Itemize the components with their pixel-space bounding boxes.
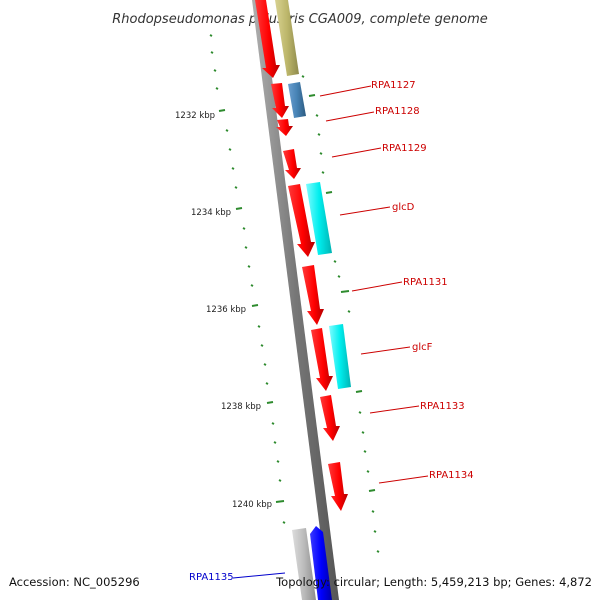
scale-tick-label: 1236 kbp [206, 305, 246, 315]
gene-labels: RPA1127 RPA1128 RPA1129 glcD RPA1131 glc… [189, 80, 474, 583]
scale-tick-label: 1238 kbp [221, 402, 261, 412]
other-genes [275, 0, 351, 600]
outer-dotted-track [301, 75, 380, 553]
gene-label-rpa1129: RPA1129 [382, 143, 427, 154]
gene-arrow-rpa1127 [271, 83, 289, 118]
gene-label-rpa1133: RPA1133 [420, 401, 465, 412]
scale-tick-label: 1240 kbp [232, 500, 272, 510]
gene-cyan-lower [329, 324, 351, 389]
scale-tick-label: 1232 kbp [175, 111, 215, 121]
gene-arrow-glcf [311, 328, 333, 391]
gene-blue-bottom [310, 526, 332, 600]
gene-label-glcd: glcD [392, 202, 415, 213]
gene-gray-bottom [292, 528, 316, 600]
map-title: Rhodopseudomonas palustris CGA009, compl… [112, 12, 488, 27]
gene-label-rpa1134: RPA1134 [429, 470, 474, 481]
genome-backbone [252, 0, 339, 600]
gene-arrow-top [255, 0, 280, 78]
gene-arrow-rpa1129 [283, 149, 301, 179]
gene-steelblue [288, 82, 306, 118]
gene-label-rpa1135: RPA1135 [189, 572, 234, 583]
gene-arrow-rpa1134 [328, 462, 348, 511]
scale-tick-label: 1234 kbp [191, 208, 231, 218]
gene-olive [275, 0, 299, 76]
gene-arrow-rpa1133 [320, 395, 340, 441]
forward-strand-genes [255, 0, 348, 511]
gene-label-rpa1131: RPA1131 [403, 277, 448, 288]
scale-ticks: 1232 kbp 1234 kbp 1236 kbp 1238 kbp 1240… [175, 111, 272, 510]
gene-label-glcf: glcF [412, 342, 433, 353]
gene-arrow-rpa1131 [302, 265, 324, 325]
gene-label-rpa1127: RPA1127 [371, 80, 416, 91]
topology-text: Topology: circular; Length: 5,459,213 bp… [275, 575, 592, 589]
gene-cyan-upper [306, 182, 332, 255]
gene-label-rpa1128: RPA1128 [375, 106, 420, 117]
gene-label-leaders [232, 85, 429, 579]
accession-text: Accession: NC_005296 [9, 575, 140, 589]
gene-arrow-rpa1128 [276, 119, 293, 136]
inner-dotted-track [209, 34, 286, 524]
gene-arrow-glcd [288, 184, 315, 257]
